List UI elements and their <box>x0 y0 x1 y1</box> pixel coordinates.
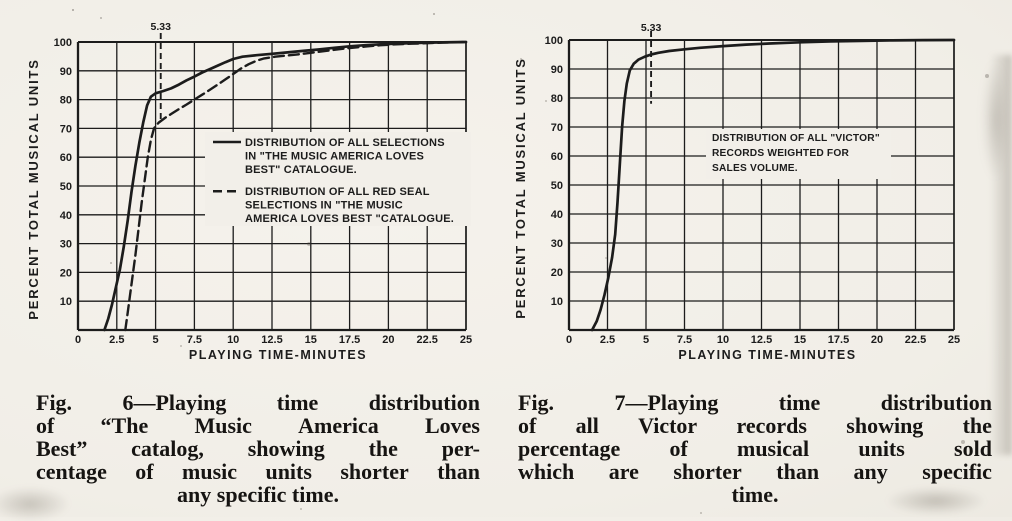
x-tick-label: 15 <box>794 334 806 346</box>
x-tick-label: 22.5 <box>905 334 926 346</box>
caption-line: percentage of musical units sold <box>518 436 992 461</box>
y-tick-label: 50 <box>60 181 72 193</box>
x-tick-label: 5 <box>153 334 159 346</box>
y-tick-label: 80 <box>60 95 72 107</box>
x-tick-label: 20 <box>382 334 394 346</box>
caption-line: time. <box>731 482 779 507</box>
curve-1 <box>103 40 468 332</box>
caption-line: of “The Music America Loves <box>36 413 480 438</box>
figure-6: 5.33 DISTRIBUTION OF ALL SELECTIONS IN "TH… <box>0 0 506 517</box>
y-tick-label: 60 <box>60 152 72 164</box>
x-tick-label: 2.5 <box>600 334 615 346</box>
x-tick-label: 25 <box>460 334 472 346</box>
fig7-caption: Fig. 7—Playing time distribution of all Victor… <box>506 391 1012 506</box>
annotation-text: RECORDS WEIGHTED FOR <box>712 148 849 159</box>
y-tick-label: 30 <box>60 239 72 251</box>
x-tick-label: 17.5 <box>828 334 849 346</box>
caption-line: Best” catalog, showing the per- <box>36 436 480 461</box>
legend-text: IN "THE MUSIC AMERICA LOVES <box>245 150 424 162</box>
y-tick-label: 90 <box>60 66 72 78</box>
y-tick-label: 60 <box>551 151 563 163</box>
caption-line: which are shorter than any specific <box>518 459 992 484</box>
legend-text: SELECTIONS IN "THE MUSIC <box>245 200 403 212</box>
y-tick-label: 40 <box>551 209 563 221</box>
legend-text: DISTRIBUTION OF ALL RED SEAL <box>245 186 430 198</box>
x-tick-label: 10 <box>227 334 239 346</box>
marker-label: 5.33 <box>641 22 662 34</box>
fig7-chart: 5.33 DISTRIBUTION OF ALL "VICTOR" RECORDS … <box>513 22 960 362</box>
annotation-text: DISTRIBUTION OF ALL "VICTOR" <box>712 133 880 144</box>
x-tick-label: 0 <box>566 334 572 346</box>
scan-smudge <box>886 487 986 515</box>
y-tick-label: 100 <box>545 35 563 47</box>
x-tick-label: 0 <box>75 334 81 346</box>
caption-line: of all Victor records showing the <box>518 413 992 438</box>
x-tick-label: 12.5 <box>261 334 282 346</box>
curve-1 <box>590 38 956 332</box>
x-tick-label: 15 <box>305 334 317 346</box>
legend-text: AMERICA LOVES BEST "CATALOGUE. <box>245 213 454 225</box>
caption-line: Fig. 7—Playing time distribution <box>518 390 992 415</box>
y-axis-title: PERCENT TOTAL MUSICAL UNITS <box>26 58 41 319</box>
figure-7: 5.33 DISTRIBUTION OF ALL "VICTOR" RECORDS … <box>506 0 1012 517</box>
x-tick-label: 7.5 <box>677 334 692 346</box>
x-tick-label: 22.5 <box>416 334 437 346</box>
x-axis-title: PLAYING TIME-MINUTES <box>189 348 367 362</box>
y-tick-label: 80 <box>551 93 563 105</box>
scan-speckles <box>72 9 74 11</box>
caption-line: any specific time. <box>177 482 339 507</box>
legend-text: DISTRIBUTION OF ALL SELECTIONS <box>245 137 445 149</box>
y-tick-label: 10 <box>551 296 563 308</box>
y-tick-label: 30 <box>551 238 563 250</box>
scan-smudge <box>982 60 1008 180</box>
marker-label: 5.33 <box>151 21 172 33</box>
annotation-text: SALES VOLUME. <box>712 163 798 174</box>
y-tick-label: 10 <box>60 296 72 308</box>
caption-line: centage of music units shorter than <box>36 459 480 484</box>
x-tick-label: 2.5 <box>109 334 124 346</box>
x-tick-label: 7.5 <box>187 334 202 346</box>
scan-smudge <box>0 487 70 521</box>
fig6-caption: Fig. 6—Playing time distribution of “The Music… <box>0 391 506 506</box>
y-tick-label: 20 <box>60 267 72 279</box>
y-tick-label: 40 <box>60 210 72 222</box>
y-tick-label: 70 <box>551 122 563 134</box>
legend-text: BEST" CATALOGUE. <box>245 164 357 176</box>
x-tick-label: 25 <box>948 334 960 346</box>
y-tick-label: 90 <box>551 64 563 76</box>
x-tick-label: 17.5 <box>339 334 360 346</box>
x-tick-label: 5 <box>643 334 649 346</box>
y-tick-label: 70 <box>60 123 72 135</box>
text-backing <box>205 132 471 226</box>
x-axis-title: PLAYING TIME-MINUTES <box>678 348 856 362</box>
y-tick-label: 20 <box>551 267 563 279</box>
text-backing <box>706 129 891 179</box>
y-axis-title: PERCENT TOTAL MUSICAL UNITS <box>513 57 528 318</box>
x-tick-label: 12.5 <box>751 334 772 346</box>
x-tick-label: 10 <box>717 334 729 346</box>
caption-line: Fig. 6—Playing time distribution <box>36 390 480 415</box>
y-tick-label: 50 <box>551 180 563 192</box>
y-tick-label: 100 <box>54 37 72 49</box>
curve-2 <box>124 40 468 332</box>
x-tick-label: 20 <box>871 334 883 346</box>
